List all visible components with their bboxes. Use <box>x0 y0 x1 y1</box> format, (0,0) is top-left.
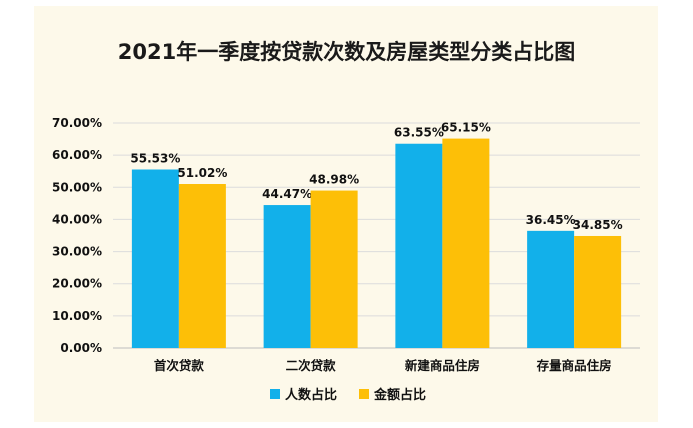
bar <box>395 143 443 348</box>
data-label: 65.15% <box>441 121 491 135</box>
legend-swatch <box>270 389 280 399</box>
bar <box>574 235 622 348</box>
bar <box>178 184 226 348</box>
chart-title: 2021年一季度按贷款次数及房屋类型分类占比图 <box>117 40 576 64</box>
x-tick-label: 存量商品住房 <box>536 358 612 373</box>
y-tick-label: 0.00% <box>60 341 102 355</box>
x-tick-label: 新建商品住房 <box>405 358 480 373</box>
y-tick-label: 10.00% <box>52 309 102 323</box>
y-tick-label: 50.00% <box>52 180 102 194</box>
bar <box>527 230 575 348</box>
data-label: 48.98% <box>309 173 359 187</box>
data-label: 51.02% <box>177 166 227 180</box>
bar <box>442 138 490 348</box>
legend-label: 人数占比 <box>285 387 337 403</box>
x-tick-label: 首次贷款 <box>154 358 205 373</box>
data-label: 44.47% <box>262 187 312 201</box>
bar <box>263 205 311 348</box>
x-tick-label: 二次贷款 <box>286 358 337 373</box>
y-tick-label: 40.00% <box>52 212 102 226</box>
data-label: 34.85% <box>573 218 623 232</box>
y-tick-label: 20.00% <box>52 277 102 291</box>
data-label: 36.45% <box>526 213 576 227</box>
y-tick-label: 70.00% <box>52 116 102 130</box>
y-tick-label: 60.00% <box>52 148 102 162</box>
bar <box>310 190 358 348</box>
bar <box>131 169 179 348</box>
data-label: 63.55% <box>394 126 444 140</box>
legend-swatch <box>359 389 369 399</box>
legend-label: 金额占比 <box>373 387 426 403</box>
data-label: 55.53% <box>130 152 180 166</box>
y-tick-label: 30.00% <box>52 245 102 259</box>
